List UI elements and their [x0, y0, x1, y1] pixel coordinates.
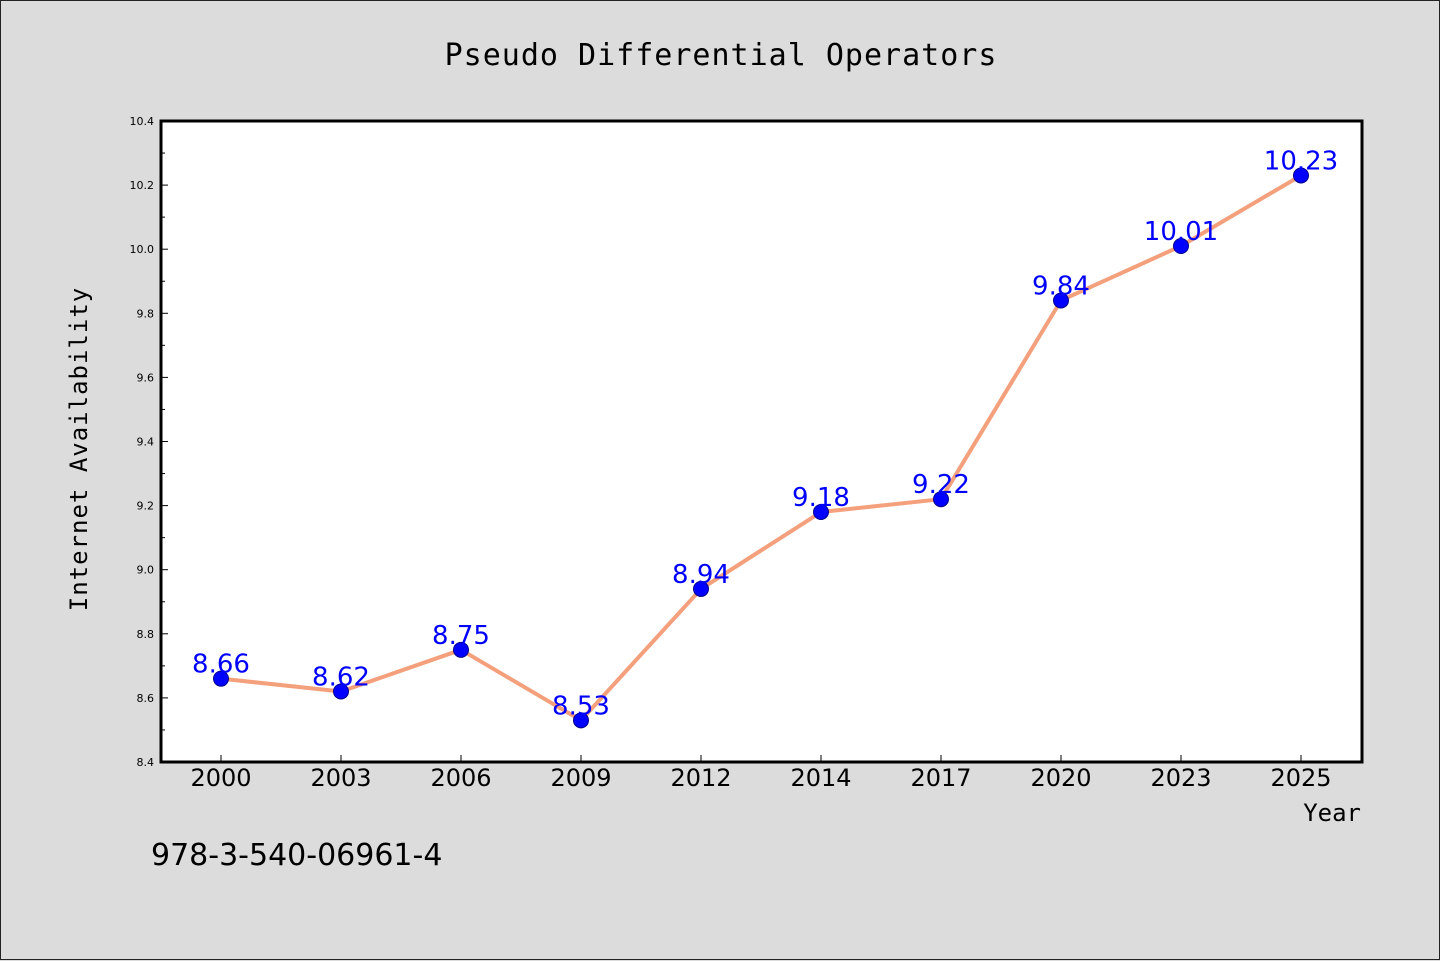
- data-label: 10.23: [1264, 146, 1338, 176]
- series-line-group: [213, 167, 1309, 729]
- x-axis: 2000 2003 2006 2009 2012 2014 2017 2020 2023 2025: [190, 755, 1332, 792]
- data-point-marker: [573, 712, 589, 729]
- data-point-marker: [933, 491, 949, 508]
- x-tick-label: 2020: [1030, 764, 1091, 792]
- y-tick-label: 9.4: [137, 436, 155, 449]
- data-label: 8.53: [552, 691, 610, 721]
- x-tick-label: 2012: [670, 764, 731, 792]
- plot-area: [159, 119, 1364, 764]
- data-point-marker: [213, 670, 229, 687]
- y-tick-label: 9.8: [137, 307, 155, 320]
- x-tick-label: 2025: [1270, 764, 1331, 792]
- data-label: 9.22: [912, 470, 970, 500]
- data-label: 9.84: [1032, 271, 1090, 301]
- y-tick-label: 9.2: [137, 500, 155, 513]
- x-tick-label: 2017: [910, 764, 971, 792]
- data-point-marker: [333, 683, 349, 700]
- footer-id-text: 978-3-540-06961-4: [151, 838, 442, 873]
- y-tick-label: 8.6: [137, 692, 155, 705]
- chart-title: Pseudo Differential Operators: [445, 38, 998, 73]
- y-tick-label: 9.0: [137, 564, 155, 577]
- x-tick-label: 2006: [430, 764, 491, 792]
- y-tick-label: 10.2: [130, 179, 155, 192]
- data-point-marker: [453, 641, 469, 658]
- data-label: 8.66: [192, 650, 250, 680]
- data-point-marker: [1293, 167, 1309, 184]
- y-tick-label: 10.0: [130, 243, 155, 256]
- y-axis-label: Internet Availability: [65, 287, 93, 611]
- data-point-marker: [813, 504, 829, 521]
- data-label: 10.01: [1144, 217, 1218, 247]
- data-label: 8.75: [432, 621, 490, 651]
- data-label: 9.18: [792, 483, 850, 513]
- x-tick-label: 2009: [550, 764, 611, 792]
- data-label: 8.94: [672, 560, 730, 590]
- y-axis: 8.4 8.6 8.8 9.0 9.2 9.4 9.6 9.8 10.0 10.2 10.4: [130, 115, 168, 769]
- data-labels: 8.66 8.62 8.75 8.53 8.94 9.18 9.22 9.84 10.01 10.…: [192, 146, 1338, 721]
- y-tick-label: 8.8: [137, 628, 155, 641]
- data-point-marker: [1173, 237, 1189, 254]
- x-axis-label: Year: [1303, 799, 1361, 827]
- x-tick-label: 2000: [190, 764, 251, 792]
- data-point-marker: [1053, 292, 1069, 309]
- data-label: 8.62: [312, 662, 370, 692]
- y-tick-label: 8.4: [137, 756, 155, 769]
- x-tick-label: 2014: [790, 764, 851, 792]
- y-tick-label: 9.6: [137, 371, 155, 384]
- y-tick-label: 10.4: [130, 115, 155, 128]
- data-point-marker: [693, 580, 709, 597]
- x-tick-label: 2023: [1150, 764, 1211, 792]
- series-line: [220, 173, 1303, 723]
- x-tick-label: 2003: [310, 764, 371, 792]
